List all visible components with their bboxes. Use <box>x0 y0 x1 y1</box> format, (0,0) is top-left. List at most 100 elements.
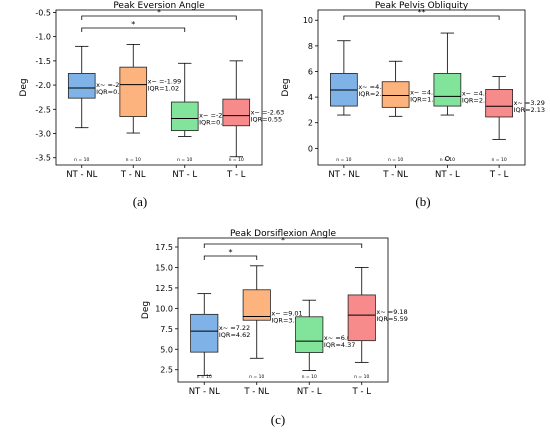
median-label: x~ =3.29 <box>514 99 545 107</box>
sample-size-label: n = 10 <box>74 157 89 163</box>
iqr-label: IQR=5.59 <box>376 315 407 323</box>
panel-label: (b) <box>415 194 430 209</box>
significance-marker: * <box>157 8 161 17</box>
sample-size-label: n = 10 <box>177 157 192 163</box>
sample-size-label: n = 10 <box>229 157 244 163</box>
y-tick-label: 10.0 <box>155 304 173 313</box>
significance-marker: * <box>131 20 135 29</box>
significance-marker: ** <box>418 8 426 17</box>
iqr-label: IQR=1.98 <box>410 95 441 103</box>
x-tick-label: NT - NL <box>328 170 359 180</box>
sample-size-label: n = 10 <box>336 157 351 163</box>
y-tick-label: 6 <box>308 67 313 76</box>
y-tick-label: 2 <box>308 119 313 128</box>
y-tick-label: 5.0 <box>160 345 173 354</box>
x-tick-label: T - NL <box>120 170 146 180</box>
sample-size-label: n = 10 <box>354 374 369 380</box>
median-label: x~ =-2.63 <box>251 109 285 117</box>
median-label: x~ =-2.06 <box>96 81 130 89</box>
significance-bracket <box>81 27 186 32</box>
box-4 <box>347 294 376 342</box>
x-tick-label: T - L <box>489 170 509 180</box>
chart-title: Peak Dorsiflexion Angle <box>230 229 337 239</box>
iqr-label: IQR=3.72 <box>271 316 302 324</box>
median-label: x~ =7.22 <box>219 324 250 332</box>
iqr-label: IQR=2.60 <box>462 96 493 104</box>
significance-bracket <box>343 15 500 20</box>
sample-size-label: n = 10 <box>440 157 455 163</box>
y-tick-label: 8 <box>308 42 313 51</box>
x-tick-label: NT - L <box>172 170 197 180</box>
y-tick-label: -2.0 <box>35 81 51 90</box>
sample-size-label: n = 10 <box>388 157 403 163</box>
sample-size-label: n = 10 <box>126 157 141 163</box>
box-2 <box>119 66 148 117</box>
median-label: x~ =4.13 <box>410 88 441 96</box>
median-label: x~ =-2.69 <box>199 112 233 120</box>
iqr-label: IQR=2.55 <box>358 90 389 98</box>
y-tick-label: 17.5 <box>155 243 173 252</box>
iqr-label: IQR=0.59 <box>199 119 230 127</box>
y-axis-label: Deg <box>141 301 151 319</box>
x-tick-label: NT - L <box>435 170 460 180</box>
significance-bracket <box>203 255 258 260</box>
median-label: x~ =-1.99 <box>148 78 182 86</box>
panel-c: Peak Dorsiflexion Angle 2.5 5.0 7.5 10.0 12.5… <box>141 229 408 427</box>
plot-frame <box>317 9 526 166</box>
y-tick-label: 7.5 <box>160 325 173 334</box>
box-1 <box>67 73 96 99</box>
y-tick-label: -1.0 <box>35 33 51 42</box>
y-axis-label: Deg <box>19 78 29 96</box>
box-3 <box>295 316 324 353</box>
panel-label: (c) <box>271 412 285 427</box>
significance-bracket <box>203 243 363 248</box>
y-tick-label: -0.5 <box>35 8 51 17</box>
x-tick-label: T - L <box>226 170 246 180</box>
box-1 <box>190 313 219 353</box>
x-tick-label: T - L <box>352 387 372 397</box>
median-label: x~ =9.18 <box>376 308 407 316</box>
y-tick-label: -2.5 <box>35 105 51 114</box>
panel-label: (a) <box>133 194 147 209</box>
x-tick-label: T - NL <box>382 170 408 180</box>
y-tick-label: 2.5 <box>160 366 173 375</box>
y-tick-label: 15.0 <box>155 263 173 272</box>
median-label: x~ =6.00 <box>324 334 355 342</box>
median-label: x~ =9.01 <box>271 309 302 317</box>
x-tick-label: NT - NL <box>66 170 97 180</box>
panel-a: Peak Eversion Angle -3.5 -3.0 -2.5 -2.0 -1.5 -… <box>19 1 284 209</box>
y-tick-label: 0 <box>308 144 313 153</box>
y-tick-label: -3.0 <box>35 130 51 139</box>
iqr-label: IQR=4.62 <box>219 331 250 339</box>
significance-bracket <box>81 15 237 20</box>
median-label: x~ =4.06 <box>462 89 493 97</box>
iqr-label: IQR=4.37 <box>324 341 355 349</box>
plot-frame <box>55 9 263 166</box>
outlier-point <box>444 156 450 161</box>
box-2 <box>381 81 410 108</box>
y-tick-label: -1.5 <box>35 57 51 66</box>
chart-title: Peak Pelvis Obliquity <box>375 1 469 11</box>
y-tick-label: 10 <box>303 16 313 25</box>
sample-size-label: n = 10 <box>249 374 264 380</box>
y-tick-label: -3.5 <box>35 154 51 163</box>
chart-title: Peak Eversion Angle <box>113 1 205 11</box>
box-3 <box>170 101 199 132</box>
plot-frame <box>177 237 389 383</box>
iqr-label: IQR=0.48 <box>96 88 127 96</box>
y-tick-label: 4 <box>308 93 313 102</box>
box-4 <box>485 89 513 118</box>
sample-size-label: n = 10 <box>302 374 317 380</box>
sample-size-label: n = 10 <box>492 157 507 163</box>
y-tick-label: 12.5 <box>155 284 173 293</box>
iqr-label: IQR=1.02 <box>148 85 179 93</box>
iqr-label: IQR=0.55 <box>251 116 282 124</box>
x-tick-label: NT - NL <box>189 387 220 397</box>
x-tick-label: NT - L <box>297 387 322 397</box>
box-2 <box>242 289 271 321</box>
x-tick-label: T - NL <box>243 387 269 397</box>
box-3 <box>433 73 462 107</box>
y-axis-label: Deg <box>281 78 291 96</box>
